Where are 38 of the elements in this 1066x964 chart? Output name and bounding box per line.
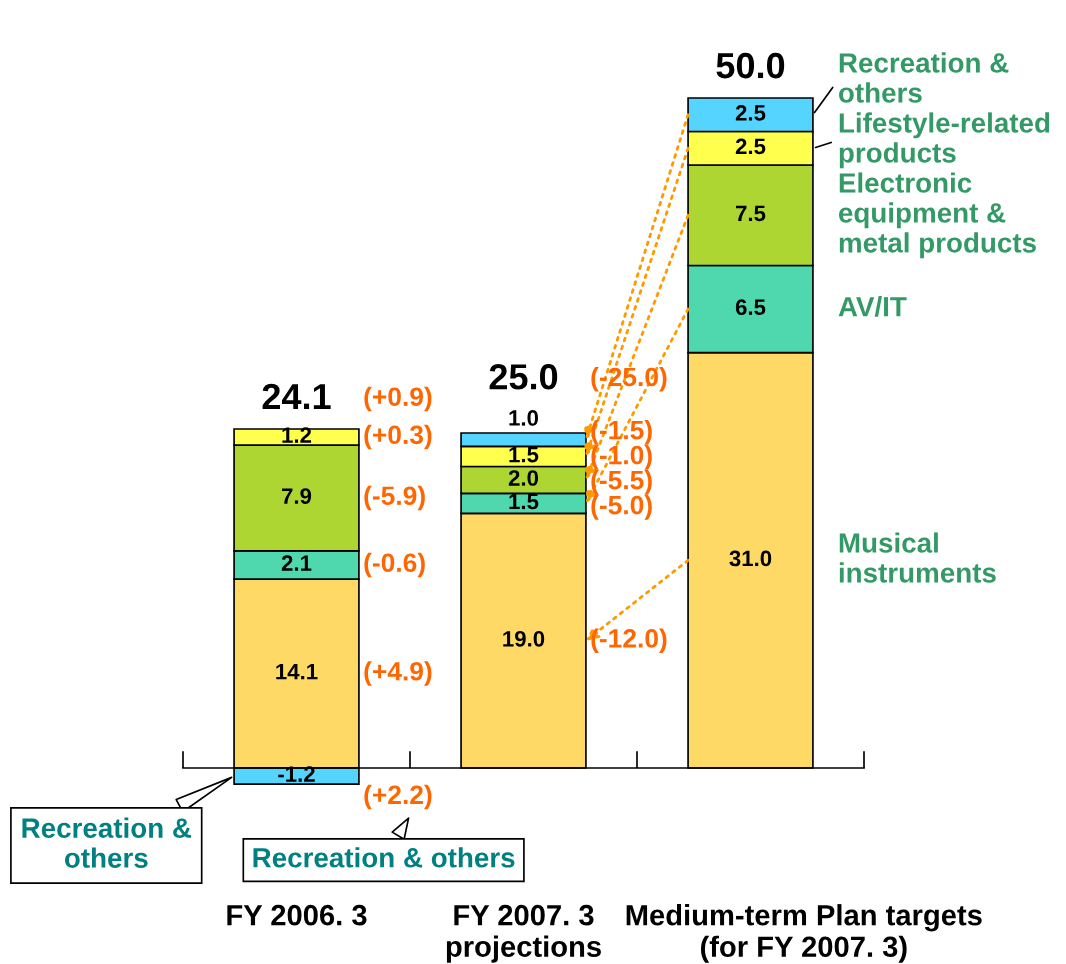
total-label: 25.0 [489, 364, 558, 390]
data-label: 6.5 [735, 299, 766, 316]
data-label: 2.5 [735, 105, 766, 121]
data-label: 1.0 [509, 410, 539, 426]
text: Recreation & others [839, 52, 1009, 103]
x-tick-label: FY 2007. 3 projections [446, 904, 601, 963]
data-label: 1.5 [509, 446, 539, 463]
text: Recreation & others [253, 847, 515, 868]
annotation: (-0.6) [364, 552, 425, 578]
annotation: (-5.9) [364, 485, 425, 511]
annotation: (-5.5) [591, 470, 652, 495]
text: (+2.2) [364, 784, 432, 810]
data-label: 19.0 [503, 630, 545, 647]
annotation: (-5.0) [591, 495, 652, 520]
annotation: (+0.3) [364, 424, 432, 450]
data-label: 2.0 [508, 470, 539, 486]
data-label: 2.1 [281, 555, 312, 571]
data-label: 7.9 [282, 488, 312, 504]
legend-label: Recreation & others [22, 817, 192, 868]
legend-label: Electronic equipment & metal products [839, 172, 1036, 259]
data-label: 14.1 [276, 663, 318, 680]
series-label: AV/IT [838, 296, 907, 317]
data-label: 1.2 [282, 427, 312, 443]
annotation: (-1.0) [591, 445, 652, 470]
total-label: 24.1 [262, 383, 331, 409]
total-label: 50.0 [716, 52, 785, 79]
data-label: 1.5 [509, 493, 539, 510]
annotation: (-1.5) [591, 420, 652, 445]
x-tick-label: Medium-term Plan targets (for FY 2007. 3) [626, 904, 982, 963]
series-label: Musical instruments [839, 532, 996, 583]
data-label: 7.5 [736, 205, 766, 222]
annotation: (+0.9) [364, 386, 432, 412]
data-label: 31.0 [729, 550, 772, 567]
annotation: (+4.9) [364, 661, 432, 686]
x-tick-label: FY 2006. 3 [227, 904, 367, 926]
data-label: 2.5 [735, 138, 766, 155]
legend-label: Lifestyle-related products [839, 112, 1050, 169]
annotation: (-12.0) [591, 628, 667, 653]
